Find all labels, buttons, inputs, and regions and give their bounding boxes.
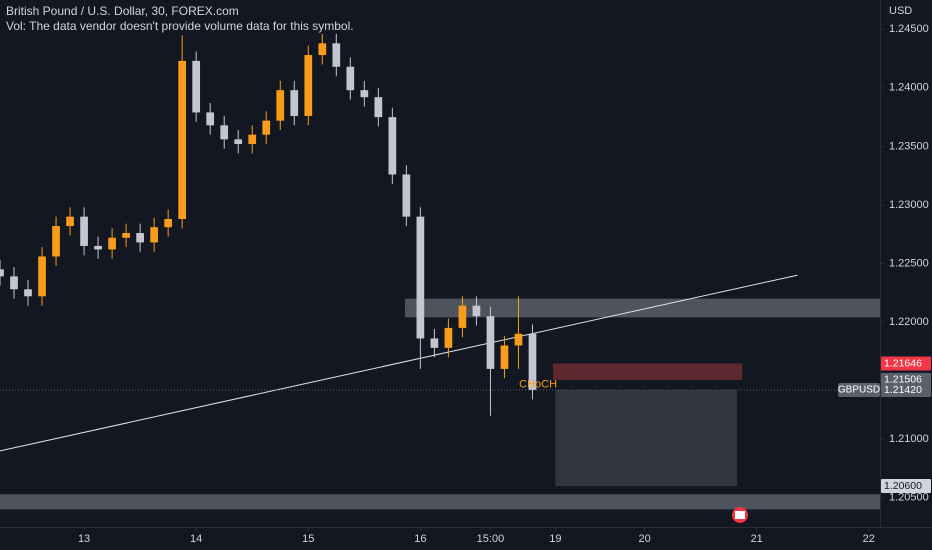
price-tag: 1.21646 bbox=[884, 357, 922, 369]
candle-body bbox=[122, 233, 130, 238]
candle-body bbox=[346, 66, 355, 91]
candle-body bbox=[10, 276, 18, 290]
candle-body bbox=[66, 216, 74, 227]
chart-subtitle: Vol: The data vendor doesn't provide vol… bbox=[6, 19, 354, 33]
candle-body bbox=[164, 218, 173, 228]
price-tag-bg bbox=[881, 382, 931, 397]
x-tick-label: 13 bbox=[78, 533, 90, 545]
symbol-tag: GBPUSD bbox=[838, 385, 880, 396]
candle-body bbox=[416, 216, 425, 339]
zone bbox=[555, 389, 738, 487]
candle-body bbox=[514, 333, 523, 346]
x-tick-label: 22 bbox=[863, 533, 875, 545]
y-tick-label: 1.23500 bbox=[889, 140, 929, 152]
y-tick-label: 1.24000 bbox=[889, 82, 929, 94]
y-unit: USD bbox=[889, 5, 912, 17]
candle-body bbox=[528, 333, 537, 390]
candle-body bbox=[38, 256, 46, 297]
candle-body bbox=[360, 90, 369, 98]
candle-body bbox=[486, 316, 495, 369]
chart-title: British Pound / U.S. Dollar, 30, FOREX.c… bbox=[6, 4, 239, 18]
plot: 1.205001.210001.215001.220001.225001.230… bbox=[0, 23, 931, 545]
candle-body bbox=[108, 237, 116, 250]
candle-body bbox=[52, 226, 60, 257]
trendline bbox=[0, 274, 798, 452]
candle-body bbox=[290, 90, 299, 116]
y-tick-label: 1.21000 bbox=[889, 433, 929, 445]
price-tag: 1.20600 bbox=[884, 480, 922, 492]
x-tick-label: 15 bbox=[302, 533, 314, 545]
candle-body bbox=[234, 139, 243, 145]
candle-body bbox=[136, 233, 144, 243]
candle-body bbox=[206, 112, 215, 126]
y-tick-label: 1.24500 bbox=[889, 23, 929, 35]
price-tag-bg bbox=[881, 479, 931, 494]
alert-icon[interactable] bbox=[732, 507, 748, 523]
x-tick-label: 14 bbox=[190, 533, 202, 545]
symbol-tag-bg bbox=[838, 382, 880, 397]
price-tag: 1.21420 bbox=[884, 384, 922, 396]
candle-body bbox=[472, 305, 481, 317]
zone bbox=[404, 298, 880, 318]
candle-body bbox=[430, 338, 439, 348]
annotation: CHoCH bbox=[519, 379, 557, 391]
candle-body bbox=[276, 90, 285, 121]
x-tick-label: 16 bbox=[414, 533, 426, 545]
y-tick-label: 1.20500 bbox=[889, 492, 929, 504]
price-tag: 1.21506 bbox=[884, 374, 922, 386]
zone bbox=[553, 363, 743, 380]
candle-body bbox=[220, 125, 229, 140]
candle-body bbox=[192, 60, 201, 113]
candle-body bbox=[262, 120, 271, 135]
candle-body bbox=[248, 134, 257, 145]
candle-body bbox=[150, 227, 158, 243]
candle-body bbox=[332, 43, 341, 67]
price-tag-bg bbox=[881, 356, 931, 371]
candle-body bbox=[388, 117, 397, 175]
y-tick-label: 1.22000 bbox=[889, 316, 929, 328]
candle-body bbox=[304, 55, 313, 116]
x-tick-label: 19 bbox=[549, 533, 561, 545]
y-tick-label: 1.23000 bbox=[889, 199, 929, 211]
candle-body bbox=[500, 345, 509, 369]
candle-body bbox=[374, 97, 383, 118]
candle-body bbox=[402, 174, 411, 217]
x-tick-label: 15:00 bbox=[477, 533, 505, 545]
candle-body bbox=[0, 269, 4, 277]
zone bbox=[0, 494, 880, 510]
candle-body bbox=[80, 216, 88, 246]
candle-body bbox=[444, 327, 453, 348]
candle-body bbox=[458, 305, 467, 328]
candle-body bbox=[178, 60, 187, 219]
candle-body bbox=[318, 43, 327, 56]
candle-body bbox=[94, 245, 102, 250]
candle-body bbox=[24, 289, 32, 297]
x-tick-label: 20 bbox=[638, 533, 650, 545]
y-tick-label: 1.22500 bbox=[889, 257, 929, 269]
x-tick-label: 21 bbox=[751, 533, 763, 545]
